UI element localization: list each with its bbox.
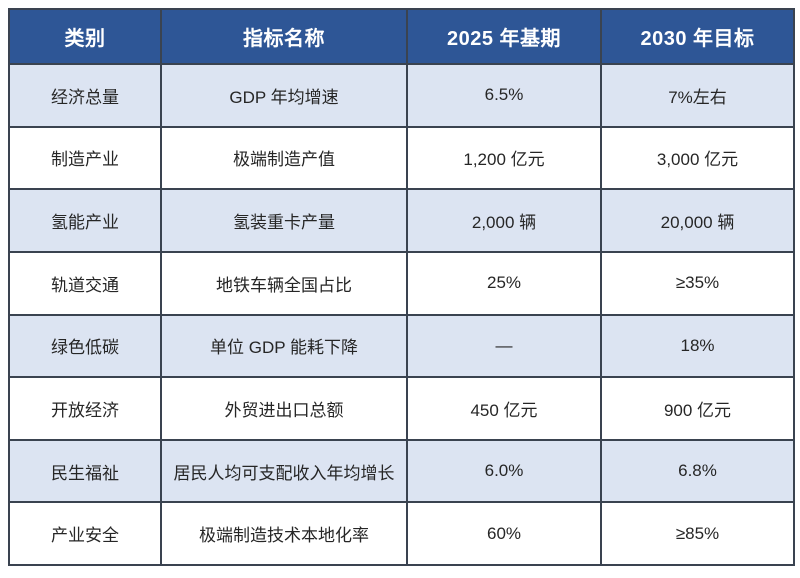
cell-target: 6.8% bbox=[600, 438, 795, 504]
cell-target: 18% bbox=[600, 313, 795, 379]
header-baseline-2025: 2025 年基期 bbox=[406, 8, 602, 65]
cell-baseline: 25% bbox=[406, 250, 602, 316]
header-row: 类别 指标名称 2025 年基期 2030 年目标 bbox=[8, 8, 795, 65]
cell-indicator: 地铁车辆全国占比 bbox=[160, 250, 408, 316]
cell-target: 20,000 辆 bbox=[600, 188, 795, 253]
table-row: 民生福祉 居民人均可支配收入年均增长 6.0% 6.8% bbox=[8, 438, 795, 504]
header-indicator: 指标名称 bbox=[160, 8, 408, 65]
cell-indicator: 氢装重卡产量 bbox=[160, 188, 408, 253]
table-row: 绿色低碳 单位 GDP 能耗下降 — 18% bbox=[8, 313, 795, 379]
cell-baseline: 450 亿元 bbox=[406, 376, 602, 441]
cell-target: 900 亿元 bbox=[600, 376, 795, 441]
table-row: 经济总量 GDP 年均增速 6.5% 7%左右 bbox=[8, 63, 795, 128]
cell-category: 绿色低碳 bbox=[8, 313, 162, 379]
cell-category: 氢能产业 bbox=[8, 188, 162, 253]
cell-category: 开放经济 bbox=[8, 376, 162, 441]
cell-indicator: GDP 年均增速 bbox=[160, 63, 408, 128]
cell-target: 7%左右 bbox=[600, 63, 795, 128]
cell-indicator: 单位 GDP 能耗下降 bbox=[160, 313, 408, 379]
cell-indicator: 外贸进出口总额 bbox=[160, 376, 408, 441]
cell-baseline: 60% bbox=[406, 501, 602, 566]
cell-baseline: — bbox=[406, 313, 602, 379]
cell-target: ≥85% bbox=[600, 501, 795, 566]
cell-target: ≥35% bbox=[600, 250, 795, 316]
cell-indicator: 极端制造技术本地化率 bbox=[160, 501, 408, 566]
cell-category: 产业安全 bbox=[8, 501, 162, 566]
cell-category: 轨道交通 bbox=[8, 250, 162, 316]
table-row: 产业安全 极端制造技术本地化率 60% ≥85% bbox=[8, 501, 795, 566]
table-row: 制造产业 极端制造产值 1,200 亿元 3,000 亿元 bbox=[8, 125, 795, 191]
table-row: 开放经济 外贸进出口总额 450 亿元 900 亿元 bbox=[8, 376, 795, 441]
cell-baseline: 2,000 辆 bbox=[406, 188, 602, 253]
cell-category: 制造产业 bbox=[8, 125, 162, 191]
cell-baseline: 6.0% bbox=[406, 438, 602, 504]
cell-indicator: 居民人均可支配收入年均增长 bbox=[160, 438, 408, 504]
cell-baseline: 6.5% bbox=[406, 63, 602, 128]
kpi-table: 类别 指标名称 2025 年基期 2030 年目标 经济总量 GDP 年均增速 … bbox=[8, 8, 795, 566]
table-row: 氢能产业 氢装重卡产量 2,000 辆 20,000 辆 bbox=[8, 188, 795, 253]
header-target-2030: 2030 年目标 bbox=[600, 8, 795, 65]
table-row: 轨道交通 地铁车辆全国占比 25% ≥35% bbox=[8, 250, 795, 316]
cell-category: 民生福祉 bbox=[8, 438, 162, 504]
cell-category: 经济总量 bbox=[8, 63, 162, 128]
cell-baseline: 1,200 亿元 bbox=[406, 125, 602, 191]
cell-indicator: 极端制造产值 bbox=[160, 125, 408, 191]
cell-target: 3,000 亿元 bbox=[600, 125, 795, 191]
header-category: 类别 bbox=[8, 8, 162, 65]
